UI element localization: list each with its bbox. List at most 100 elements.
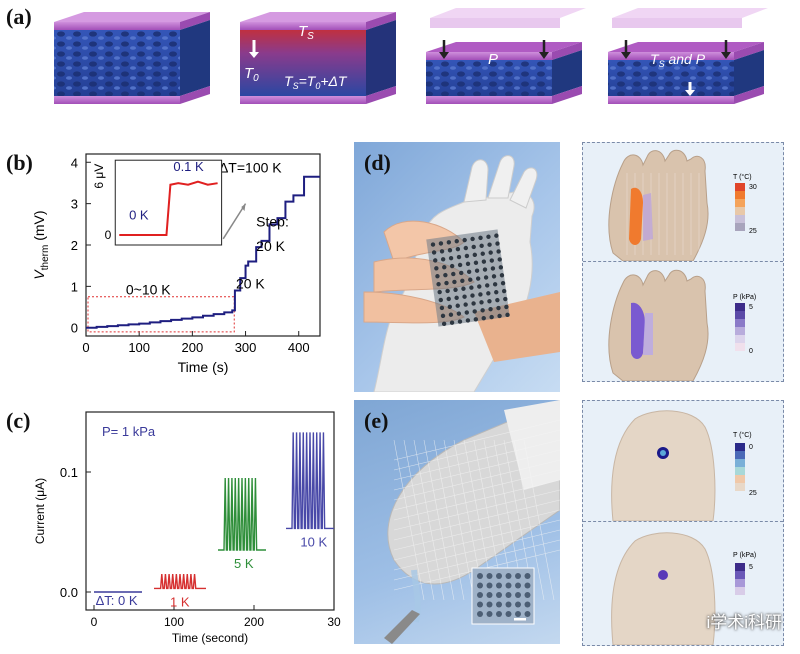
sensor-dot xyxy=(465,318,471,323)
sensor-dot xyxy=(469,285,474,290)
panel-b-chart: 0 100 200 300 400 0 1 2 3 4 Time (s) Vtherm (mV) ΔT=… xyxy=(31,153,321,375)
inset-dot xyxy=(515,573,521,579)
ts-and-p-label: TS and P xyxy=(650,51,706,69)
sensor-dot xyxy=(475,276,481,281)
sensor-dot xyxy=(468,277,473,282)
annotation-step-value: 20 K xyxy=(256,238,285,254)
sensor-dot xyxy=(457,319,463,324)
sensor-dot xyxy=(457,262,463,268)
inset-label-high: 0.1 K xyxy=(173,159,204,174)
inset-dot xyxy=(496,601,502,608)
sensor-dot xyxy=(433,258,438,263)
sensor-dot xyxy=(461,286,466,291)
grid-line xyxy=(393,449,560,491)
y-tick-label-c: 0.0 xyxy=(60,585,78,600)
y-tick-label-c: 0.1 xyxy=(60,465,78,480)
sensor-dot xyxy=(473,260,479,265)
inset-dot xyxy=(505,592,512,598)
sensor-dot xyxy=(443,272,448,278)
sensor-dot xyxy=(471,244,476,250)
y-tick-label-b: 4 xyxy=(71,155,78,170)
sensor-dot xyxy=(478,292,483,297)
sensor-dot xyxy=(459,270,464,276)
v-therm-curve xyxy=(86,175,320,329)
series-line-c xyxy=(286,432,334,530)
series-label-c: 10 K xyxy=(300,534,327,549)
sensor-dot xyxy=(462,294,467,299)
sensor-dot xyxy=(486,291,491,296)
sensor-dot xyxy=(440,257,446,262)
y-tick-label-b: 3 xyxy=(71,197,78,212)
sensor-dot xyxy=(496,305,501,311)
slab-3 xyxy=(426,8,586,104)
x-tick-label-b: 100 xyxy=(128,340,150,355)
panel-a-schematic: TS T0 TS=T0+ΔT P TS an xyxy=(54,8,768,104)
slab-2 xyxy=(240,12,396,104)
grid-line xyxy=(393,459,560,501)
inset-dot xyxy=(486,601,493,608)
x-tick-label-c: 30 xyxy=(327,615,341,629)
sensor-dot xyxy=(496,249,501,254)
grid-line xyxy=(423,439,455,601)
sensor-dot xyxy=(494,290,499,295)
sensor-dot xyxy=(477,284,482,289)
sensor-dot xyxy=(470,293,475,298)
grid-line xyxy=(413,439,445,601)
inset-dot xyxy=(477,582,483,589)
sensor-dot xyxy=(472,309,477,314)
sensor-dot xyxy=(448,255,454,261)
watermark-text: i学术i科研 xyxy=(706,613,782,632)
annotation-step-label: Step: xyxy=(256,213,289,229)
sensor-dot xyxy=(492,282,498,287)
panel-c-chart: 0 100 200 30 0.0 0.1 Time (second) Current (μA)… xyxy=(33,411,341,645)
x-axis-label-c: Time (second) xyxy=(172,631,248,645)
sensor-dot xyxy=(497,313,502,319)
sensor-dot xyxy=(445,288,450,294)
y-tick-label-b: 0 xyxy=(71,321,78,336)
slab-1 xyxy=(54,12,210,104)
inset-ytick-zero: 0 xyxy=(105,228,112,242)
inset-dot xyxy=(496,573,502,579)
sensor-dot xyxy=(441,321,447,326)
x-tick-label-b: 0 xyxy=(82,340,89,355)
sensor-dot xyxy=(491,274,497,279)
annotation-range: 0~10 K xyxy=(126,282,171,298)
sensor-dot xyxy=(455,246,461,252)
sensor-dot xyxy=(430,242,436,247)
annotation-step-value-2: 20 K xyxy=(236,275,265,291)
inset-dot xyxy=(477,592,483,598)
grid-line xyxy=(393,419,560,461)
grid-line xyxy=(393,519,560,561)
sensor-dot xyxy=(444,280,449,286)
finger-illustration xyxy=(384,400,560,644)
temp-legend-max-e: 0 xyxy=(749,444,753,451)
inset-dot xyxy=(524,582,531,589)
sensor-dot xyxy=(481,259,487,264)
grid-line xyxy=(393,499,560,541)
sensor-dot xyxy=(462,237,467,243)
press-legend-title-d: P (kPa) xyxy=(733,294,756,301)
sensor-dot xyxy=(497,257,502,262)
panel-label-c: (c) xyxy=(6,408,31,433)
panel-d-photo xyxy=(354,142,560,392)
sensor-dot xyxy=(480,308,485,313)
sensor-dot xyxy=(498,265,504,270)
grid-line xyxy=(393,509,560,551)
plot-frame-c xyxy=(85,411,335,611)
sensor-dot xyxy=(478,235,483,241)
series-line-c xyxy=(154,573,206,590)
sensor-dot xyxy=(481,315,486,321)
sensor-dot xyxy=(480,251,485,256)
inset-dot xyxy=(486,592,493,598)
sensor-dot xyxy=(451,271,456,277)
press-legend-min-d: 0 xyxy=(749,348,753,355)
sensor-dot xyxy=(494,233,499,238)
trend-arrow xyxy=(222,203,247,240)
press-legend-max-e: 5 xyxy=(749,564,753,571)
sensor-dot xyxy=(488,250,493,255)
inset-dot xyxy=(515,611,521,617)
zoom-region-box xyxy=(87,296,235,333)
sensor-dot xyxy=(437,289,442,295)
sensor-dot xyxy=(470,236,475,242)
sensor-dot xyxy=(455,303,460,308)
